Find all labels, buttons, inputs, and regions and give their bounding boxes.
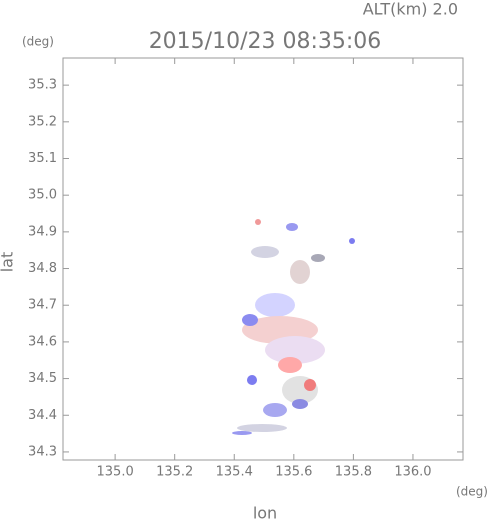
echo bbox=[290, 260, 310, 284]
plot-frame bbox=[62, 57, 464, 461]
echo bbox=[286, 223, 298, 231]
y-tick-label: 35.0 bbox=[28, 188, 57, 203]
x-unit: (deg) bbox=[456, 485, 488, 499]
altitude-label: ALT(km) 2.0 bbox=[363, 0, 458, 19]
echo bbox=[232, 431, 252, 435]
x-tick-label: 136.0 bbox=[394, 465, 431, 480]
y-tick-label: 34.9 bbox=[28, 224, 57, 239]
y-axis-label: lat bbox=[0, 252, 17, 273]
x-axis-label: lon bbox=[253, 504, 277, 521]
chart-title: 2015/10/23 08:35:06 bbox=[149, 29, 382, 54]
y-tick-label: 35.2 bbox=[28, 114, 57, 129]
x-tick-label: 135.0 bbox=[97, 465, 134, 480]
echo bbox=[255, 293, 295, 317]
echo bbox=[242, 314, 258, 326]
x-tick-label: 135.2 bbox=[156, 465, 193, 480]
echo bbox=[349, 238, 355, 244]
echo bbox=[304, 379, 316, 391]
x-tick-label: 135.4 bbox=[216, 465, 253, 480]
echo bbox=[311, 254, 325, 262]
echo bbox=[251, 246, 279, 258]
x-tick-label: 135.6 bbox=[275, 465, 312, 480]
echo bbox=[265, 336, 325, 364]
y-tick-label: 34.8 bbox=[28, 261, 57, 276]
echo bbox=[247, 375, 257, 385]
y-tick-label: 34.4 bbox=[28, 408, 57, 423]
y-tick-label: 35.1 bbox=[28, 151, 57, 166]
y-unit: (deg) bbox=[22, 35, 54, 49]
y-tick-label: 34.5 bbox=[28, 371, 57, 386]
radar-echoes bbox=[232, 219, 355, 435]
x-tick-label: 135.8 bbox=[335, 465, 372, 480]
y-tick-label: 34.3 bbox=[28, 444, 57, 459]
echo bbox=[255, 219, 261, 225]
echo bbox=[292, 399, 308, 409]
y-tick-label: 34.6 bbox=[28, 334, 57, 349]
echo bbox=[278, 357, 302, 373]
y-tick-label: 35.3 bbox=[28, 78, 57, 93]
echo bbox=[237, 424, 287, 432]
y-tick-label: 34.7 bbox=[28, 298, 57, 313]
echo bbox=[263, 403, 287, 417]
